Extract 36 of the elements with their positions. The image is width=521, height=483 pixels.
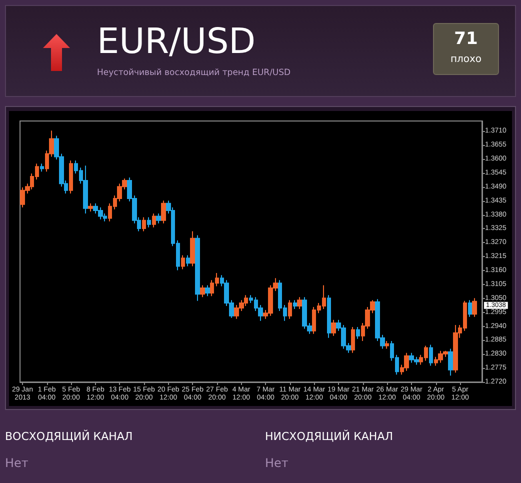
candlestick [40,163,44,172]
candlestick [297,296,302,310]
candlestick [195,234,200,302]
text: НИСХОДЯЩИЙ КАНАЛ [265,430,393,444]
text: Нет [5,456,28,471]
text: Нет [265,456,288,471]
candlestick [453,324,458,374]
candlestick [448,348,453,376]
candlestick [69,160,73,194]
candlestick [356,326,360,340]
candlestick [200,284,205,298]
chart-title: EUR/USD [97,21,256,63]
candlestick [468,300,472,318]
candlestick [293,300,297,310]
candlestick [472,298,477,318]
candlestick [404,352,409,372]
candlestick [429,344,433,366]
candlestick [288,300,292,320]
candlestick [161,200,166,224]
candlestick [88,202,93,212]
candlestick [83,165,88,214]
candlestick [152,212,156,228]
candlestick [186,254,190,267]
candlestick [156,212,161,224]
candlestick [142,216,146,232]
candlestick [181,254,185,270]
candlestick [327,294,331,338]
candlestick [385,340,389,350]
candlestick [205,284,210,297]
chart-subtitle: Неустойчивый восходящий тренд EUR/USD [97,68,291,79]
candlestick [147,216,151,228]
candlestick [190,230,195,267]
candlestick [351,326,355,354]
candlestick [331,319,336,336]
score-badge: 71 плохо [433,23,499,75]
text: ВОСХОДЯЩИЙ КАНАЛ [5,430,133,444]
